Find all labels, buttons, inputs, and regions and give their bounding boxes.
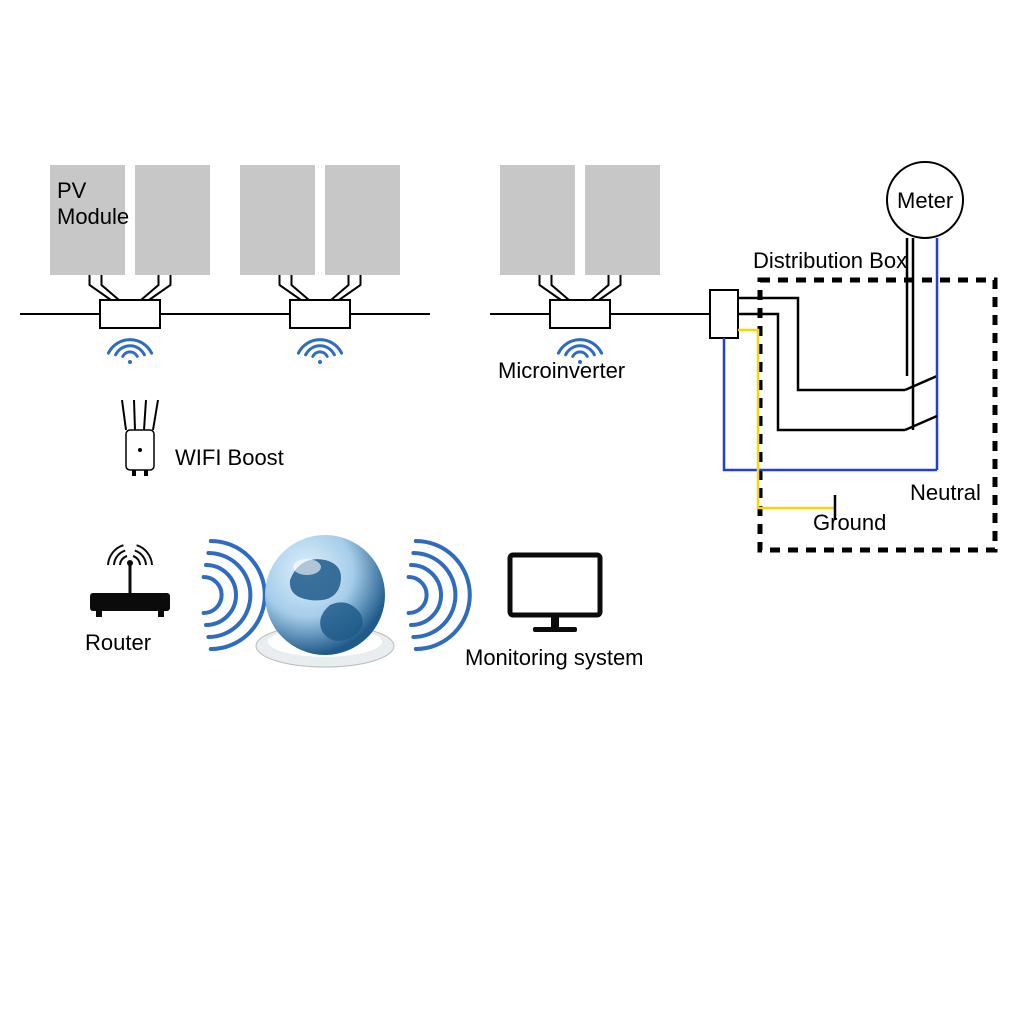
monitoring-label: Monitoring system bbox=[465, 645, 644, 671]
microinverters bbox=[100, 300, 610, 364]
meter-label: Meter bbox=[897, 188, 953, 214]
monitor-icon bbox=[510, 555, 600, 632]
ground-label: Ground bbox=[813, 510, 886, 536]
neutral-label: Neutral bbox=[910, 480, 981, 506]
wifi-boost-icon bbox=[122, 400, 158, 476]
pv-module-label: PV Module bbox=[57, 178, 129, 230]
globe-icon bbox=[256, 535, 470, 667]
router-label: Router bbox=[85, 630, 151, 656]
distribution-box-label: Distribution Box bbox=[753, 248, 907, 274]
pv-panels bbox=[50, 165, 660, 300]
microinverter-label: Microinverter bbox=[498, 358, 625, 384]
junction-box bbox=[710, 290, 738, 338]
wifi-boost-label: WIFI Boost bbox=[175, 445, 284, 471]
